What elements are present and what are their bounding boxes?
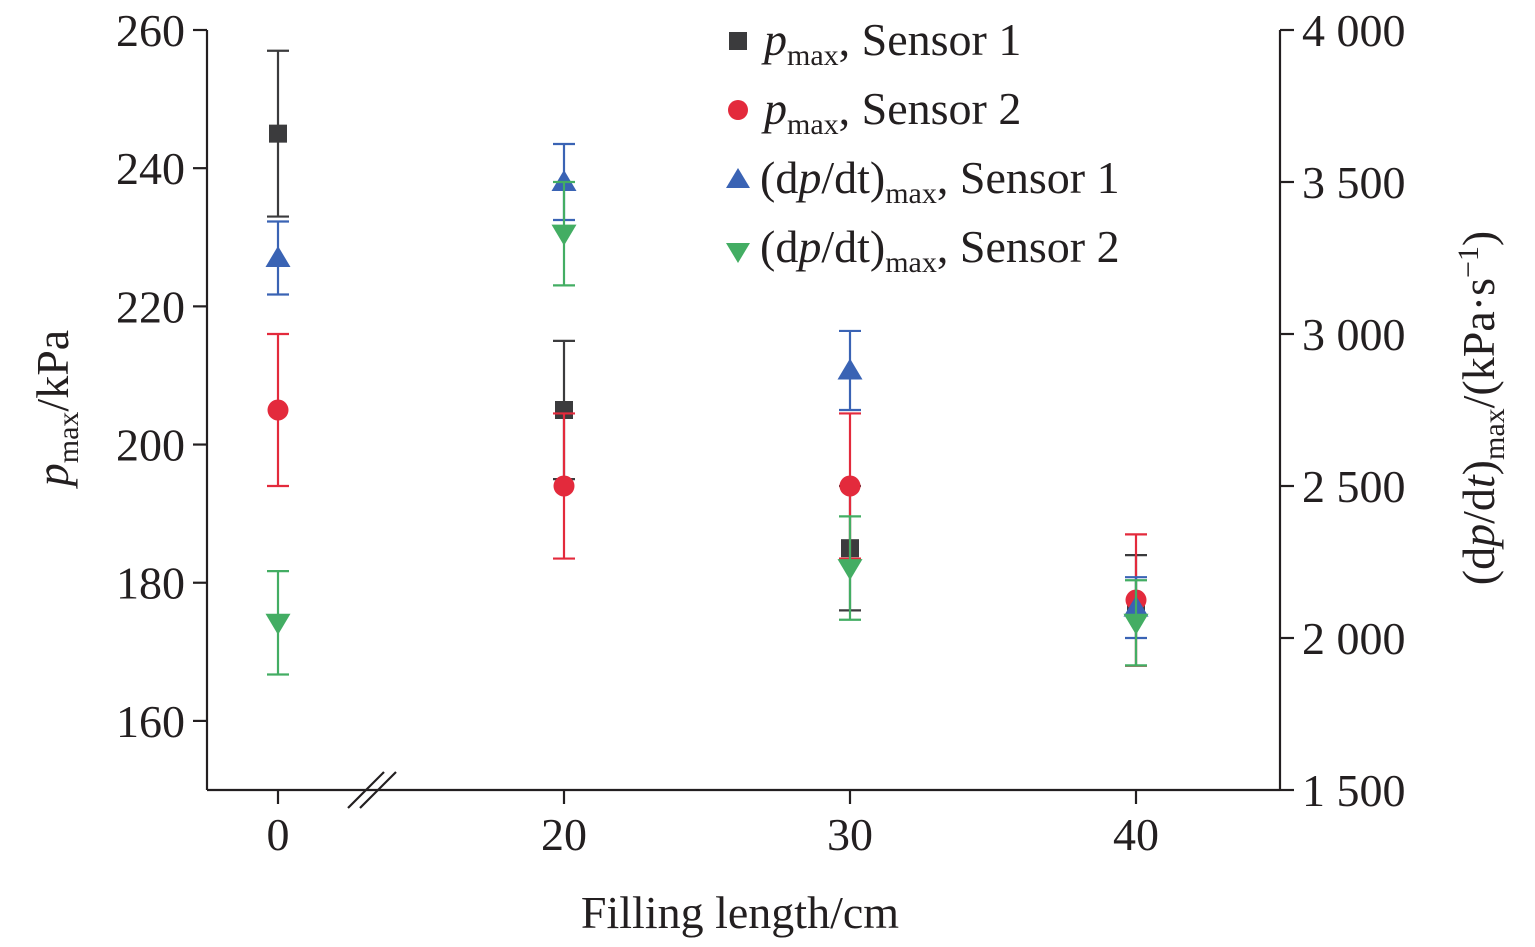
left-axis-title: pmax/kPa bbox=[27, 330, 85, 489]
legend-item-p-sensor-2: pmax, Sensor 2 bbox=[728, 83, 1021, 141]
svg-text:pmax, Sensor 1: pmax, Sensor 1 bbox=[761, 14, 1021, 72]
x-axis-ticks: 0 20 30 40 bbox=[267, 790, 1159, 860]
legend-marker-triangle-up bbox=[726, 168, 750, 188]
data-point-triangle-up bbox=[265, 246, 291, 267]
legend-item-dpdt-sensor-2: (dp/dt)max, Sensor 2 bbox=[726, 221, 1120, 279]
data-point-triangle-down bbox=[1123, 613, 1149, 635]
data-point-triangle-down bbox=[837, 559, 863, 581]
legend-marker-circle bbox=[728, 100, 748, 120]
legend-item-dpdt-sensor-1: (dp/dt)max, Sensor 1 bbox=[726, 152, 1120, 210]
left-tick-label: 260 bbox=[116, 5, 185, 56]
plot-area bbox=[265, 49, 1149, 676]
left-tick-label: 180 bbox=[116, 558, 185, 609]
right-tick-label: 3 000 bbox=[1302, 309, 1406, 360]
data-point-circle bbox=[839, 475, 861, 497]
legend-marker-triangle-down bbox=[726, 243, 750, 263]
legend: pmax, Sensor 1 pmax, Sensor 2 (dp/dt)max… bbox=[726, 14, 1120, 279]
right-tick-label: 1 500 bbox=[1302, 765, 1406, 816]
axes bbox=[205, 30, 1282, 809]
series-4 bbox=[265, 180, 1149, 676]
right-axis-ticks: 1 500 2 000 2 500 3 000 3 500 4 000 bbox=[1280, 5, 1406, 816]
x-tick-label: 0 bbox=[267, 809, 290, 860]
right-tick-label: 2 000 bbox=[1302, 613, 1406, 664]
legend-item-p-sensor-1: pmax, Sensor 1 bbox=[729, 14, 1021, 72]
series-3 bbox=[265, 142, 1149, 640]
right-tick-label: 3 500 bbox=[1302, 157, 1406, 208]
right-axis-title: (dp/dt)max/(kPa·s−1) bbox=[1452, 231, 1511, 585]
data-point-triangle-down bbox=[551, 224, 577, 246]
right-tick-label: 4 000 bbox=[1302, 5, 1406, 56]
data-point-square bbox=[269, 124, 287, 143]
data-point-circle bbox=[267, 399, 289, 421]
series-2 bbox=[267, 332, 1147, 667]
axis-break-mark bbox=[347, 771, 397, 809]
x-axis-title: Filling length/cm bbox=[581, 887, 899, 938]
left-tick-label: 200 bbox=[116, 420, 185, 471]
left-tick-label: 220 bbox=[116, 281, 185, 332]
left-axis-ticks: 160 180 200 220 240 260 bbox=[116, 5, 207, 747]
legend-marker-square bbox=[729, 32, 747, 50]
data-point-triangle-down bbox=[265, 613, 291, 635]
right-tick-label: 2 500 bbox=[1302, 461, 1406, 512]
x-tick-label: 30 bbox=[827, 809, 873, 860]
data-point-triangle-up bbox=[837, 358, 863, 380]
svg-text:pmax, Sensor 2: pmax, Sensor 2 bbox=[761, 83, 1021, 141]
svg-text:(dp/dt)max, Sensor 2: (dp/dt)max, Sensor 2 bbox=[760, 221, 1120, 279]
svg-text:(dp/dt)max, Sensor 1: (dp/dt)max, Sensor 1 bbox=[760, 152, 1120, 210]
data-point-triangle-up bbox=[551, 170, 577, 191]
left-tick-label: 240 bbox=[116, 143, 185, 194]
data-point-circle bbox=[553, 475, 575, 497]
x-tick-label: 20 bbox=[541, 809, 587, 860]
x-tick-label: 40 bbox=[1113, 809, 1159, 860]
series-1 bbox=[267, 49, 1147, 667]
left-tick-label: 160 bbox=[116, 696, 185, 747]
